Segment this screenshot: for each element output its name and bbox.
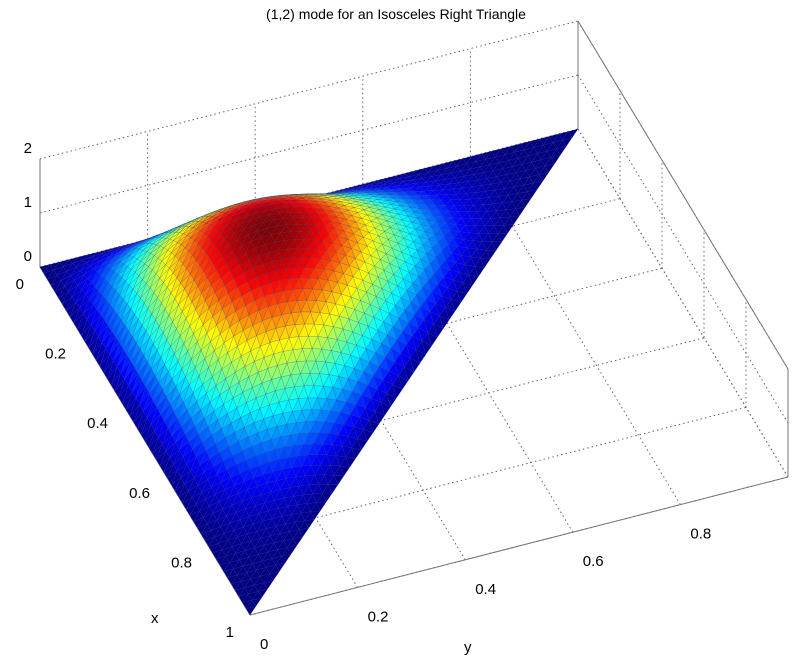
surface-mesh [40, 129, 578, 615]
z-tick-label: 1 [24, 194, 32, 211]
x-tick-label: 1 [226, 624, 234, 641]
y-axis-label: y [464, 639, 472, 656]
box-edge [250, 477, 788, 615]
chart-title: (1,2) mode for an Isosceles Right Triang… [0, 6, 792, 22]
grid-line [40, 21, 578, 159]
x-tick-label: 0.2 [45, 346, 66, 363]
x-tick-label: 0 [16, 276, 24, 293]
y-tick-label: 0.4 [475, 581, 496, 598]
grid-line [578, 129, 788, 477]
y-tick-label: 0.6 [583, 553, 604, 570]
box-edge [578, 21, 788, 369]
y-tick-label: 0.8 [690, 526, 711, 543]
x-tick-label: 0.4 [87, 415, 108, 432]
y-tick-label: 0 [260, 636, 268, 653]
grid-line [578, 75, 788, 423]
x-tick-label: 0.6 [129, 485, 150, 502]
x-axis-label: x [151, 610, 159, 627]
y-tick-label: 0.2 [368, 608, 389, 625]
z-tick-label: 0 [24, 248, 32, 265]
x-tick-label: 0.8 [171, 554, 192, 571]
z-tick-label: 2 [24, 140, 32, 157]
